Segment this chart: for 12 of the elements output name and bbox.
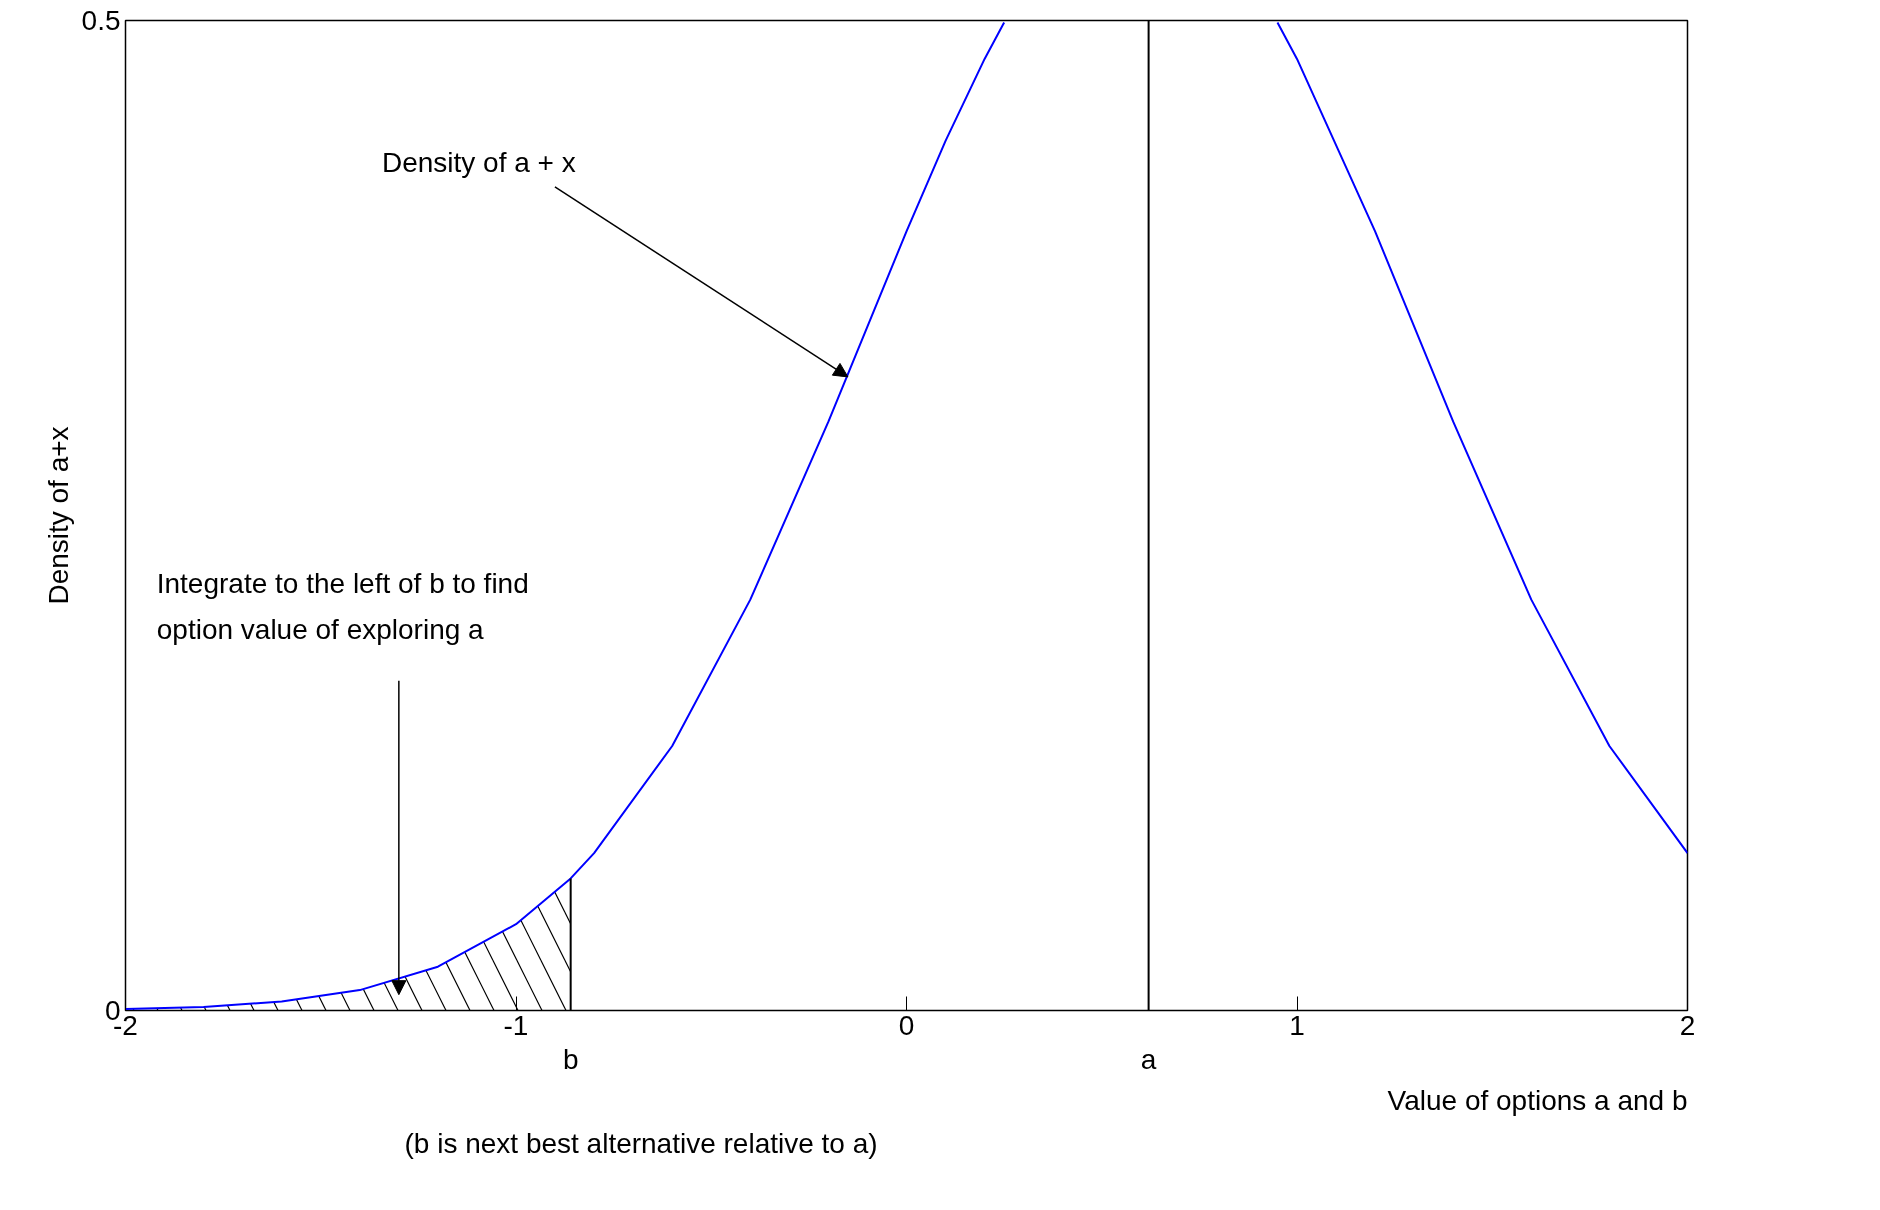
y-axis-title: Density of a+x [42, 426, 74, 605]
y-tick-label: 0.5 [81, 5, 121, 36]
ref-line-label: a [1140, 1043, 1157, 1075]
ref-line-label: b [562, 1043, 579, 1075]
x-tick-label: 0 [898, 1009, 915, 1041]
annotation: Density of a + x [381, 146, 576, 178]
annotation: Integrate to the left of b to find option value of exploring a [156, 567, 529, 645]
x-tick-label: -1 [503, 1009, 529, 1041]
text: (b is next best alternative relative to a) [404, 1127, 878, 1159]
x-tick-label: 2 [1679, 1009, 1696, 1041]
x-axis-title: Value of options a and b [1387, 1084, 1688, 1116]
x-tick-label: 1 [1289, 1009, 1305, 1041]
